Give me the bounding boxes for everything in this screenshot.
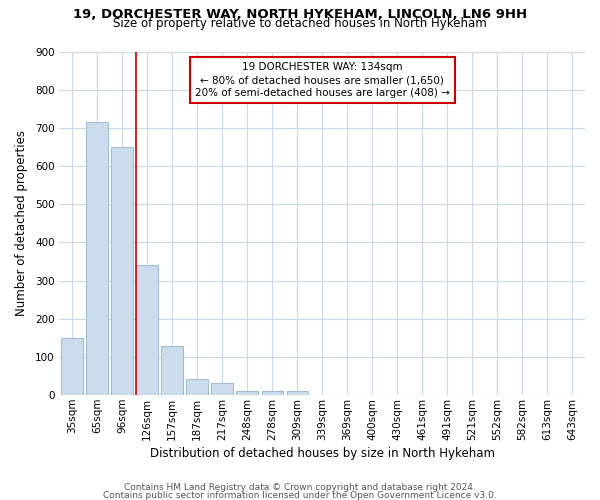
Bar [187, 379, 208, 395]
Text: Contains HM Land Registry data © Crown copyright and database right 2024.: Contains HM Land Registry data © Crown c… [124, 484, 476, 492]
Bar [86, 122, 107, 395]
Bar [211, 383, 233, 395]
Text: 19, DORCHESTER WAY, NORTH HYKEHAM, LINCOLN, LN6 9HH: 19, DORCHESTER WAY, NORTH HYKEHAM, LINCO… [73, 8, 527, 20]
Bar [287, 392, 308, 395]
Text: 19 DORCHESTER WAY: 134sqm
← 80% of detached houses are smaller (1,650)
20% of se: 19 DORCHESTER WAY: 134sqm ← 80% of detac… [195, 62, 449, 98]
Text: Size of property relative to detached houses in North Hykeham: Size of property relative to detached ho… [113, 18, 487, 30]
Bar [112, 147, 133, 395]
Bar [262, 392, 283, 395]
X-axis label: Distribution of detached houses by size in North Hykeham: Distribution of detached houses by size … [150, 447, 495, 460]
Bar [161, 346, 182, 395]
Text: Contains public sector information licensed under the Open Government Licence v3: Contains public sector information licen… [103, 490, 497, 500]
Bar [136, 266, 158, 395]
Bar [61, 338, 83, 395]
Y-axis label: Number of detached properties: Number of detached properties [15, 130, 28, 316]
Bar [236, 390, 258, 395]
